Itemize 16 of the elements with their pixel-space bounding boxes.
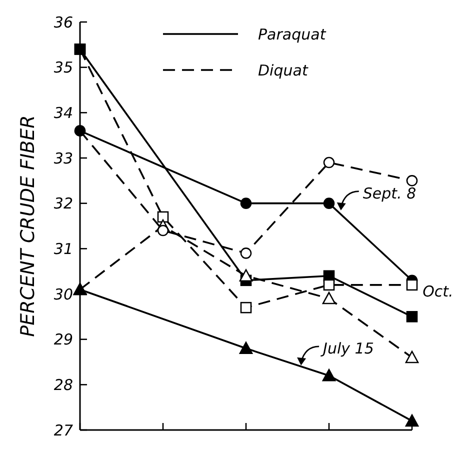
- y-tick-label: 29: [54, 330, 73, 349]
- y-tick-label: 27: [54, 421, 74, 440]
- legend-label: Paraquat: [258, 25, 327, 44]
- y-tick-label: 33: [54, 149, 73, 168]
- legend-label: Diquat: [258, 61, 309, 80]
- y-tick-label: 36: [54, 13, 73, 32]
- y-tick-label: 31: [54, 240, 73, 258]
- y-tick-label: 28: [54, 376, 73, 394]
- text: Oct.: [422, 282, 454, 301]
- y-tick-label: 32: [54, 194, 73, 213]
- y-tick-label: 34: [54, 104, 73, 122]
- y-tick-label: 30: [54, 285, 73, 304]
- y-tick-label: 35: [54, 58, 73, 77]
- annotation: Sept. 8: [362, 184, 416, 203]
- y-axis-title: PERCENT CRUDE FIBER: [17, 115, 39, 337]
- annotation: July 15: [320, 340, 374, 358]
